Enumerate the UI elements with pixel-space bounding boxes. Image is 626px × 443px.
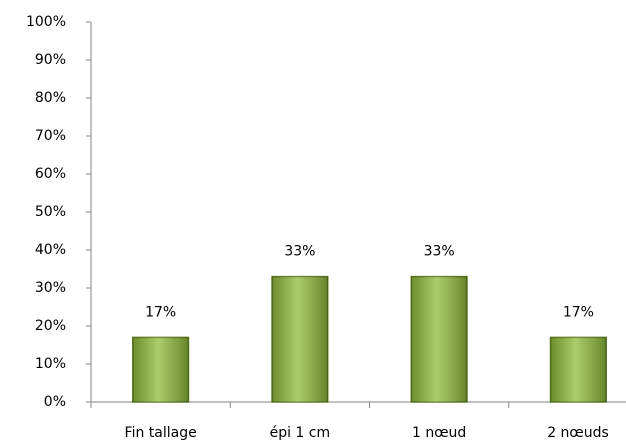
- bar: [410, 275, 468, 403]
- y-tick-label: 60%: [35, 166, 66, 182]
- y-tick-label: 70%: [35, 128, 66, 144]
- y-tick-label: 30%: [35, 280, 66, 296]
- value-label: 33%: [284, 244, 315, 260]
- bar: [549, 336, 607, 403]
- y-tick-label: 10%: [35, 356, 66, 372]
- y-tick-label: 100%: [26, 14, 66, 30]
- y-tick-label: 90%: [35, 52, 66, 68]
- bar: [132, 336, 190, 403]
- bar: [271, 275, 329, 403]
- x-tick-label: 1 nœud: [412, 425, 466, 441]
- y-tick-label: 0%: [44, 394, 66, 410]
- y-tick-label: 50%: [35, 204, 66, 220]
- value-label: 17%: [563, 304, 594, 320]
- x-tick-label: Fin tallage: [125, 425, 197, 441]
- x-tick-label: 2 nœuds: [547, 425, 609, 441]
- y-tick-label: 40%: [35, 242, 66, 258]
- value-label: 17%: [145, 304, 176, 320]
- x-tick-label: épi 1 cm: [270, 425, 331, 441]
- value-label: 33%: [424, 244, 455, 260]
- y-tick-label: 20%: [35, 318, 66, 334]
- y-tick-label: 80%: [35, 90, 66, 106]
